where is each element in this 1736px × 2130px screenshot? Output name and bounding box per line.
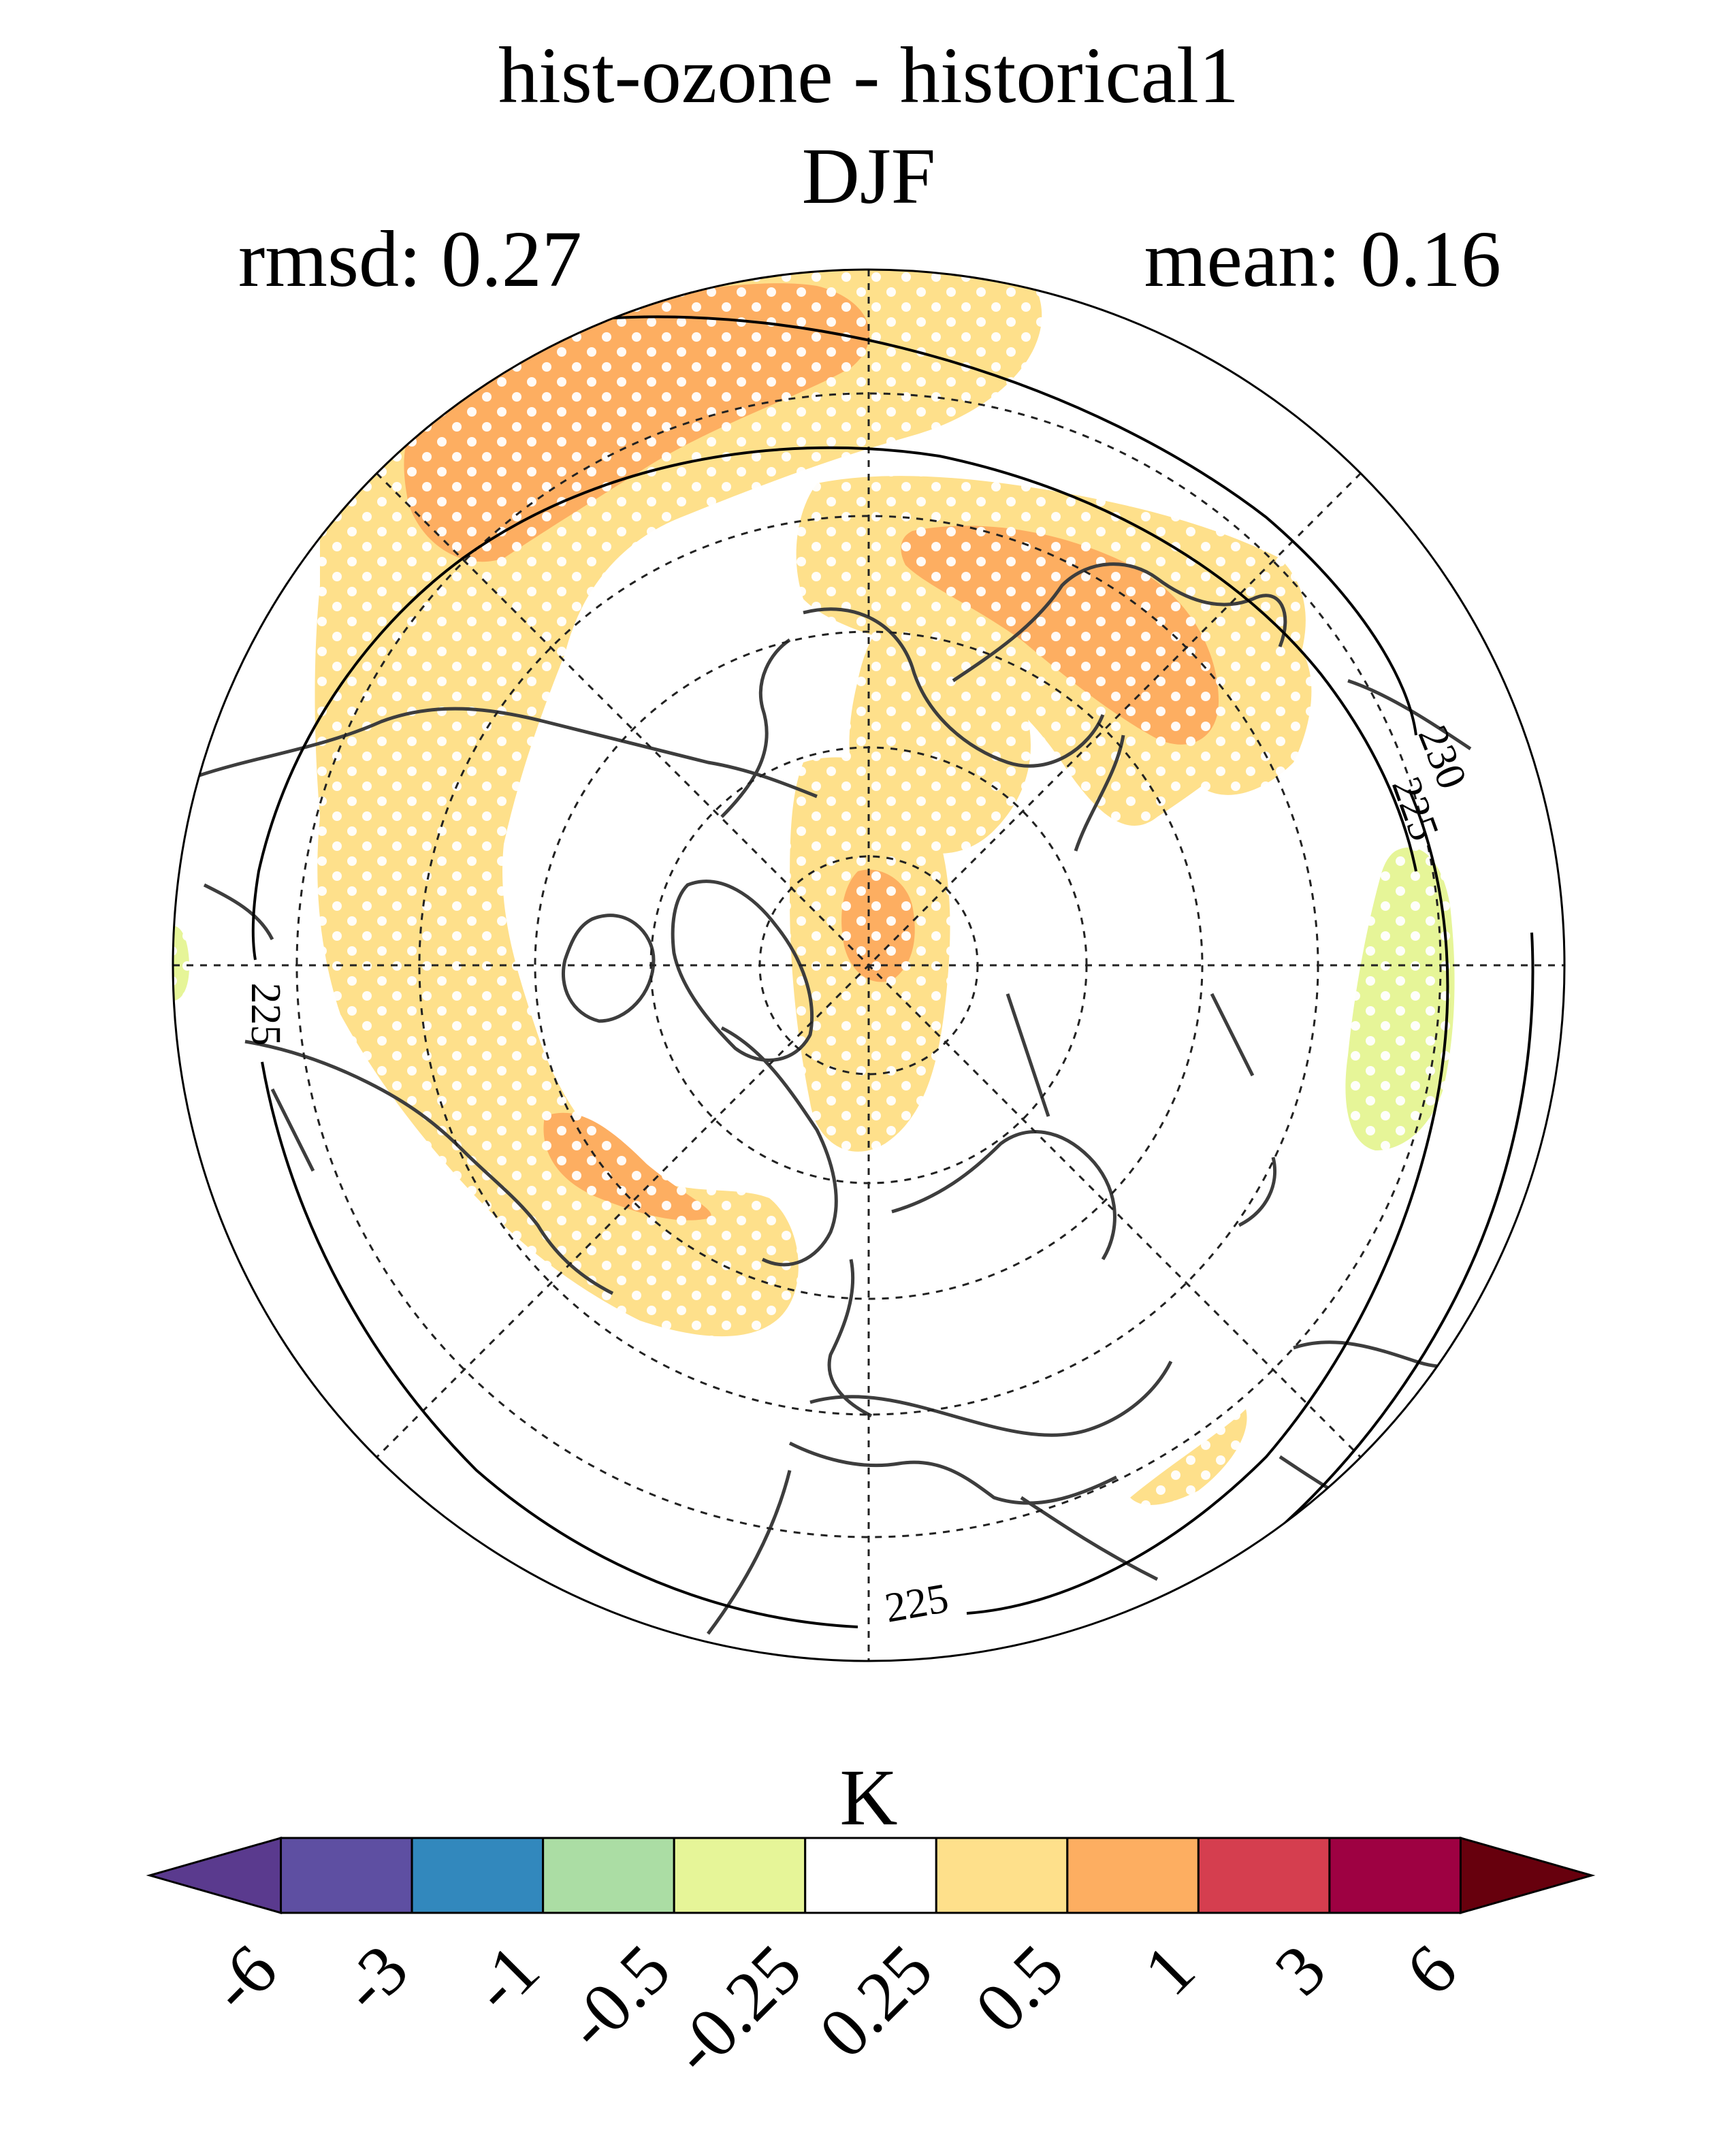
colorbar-tick-label: 6	[1392, 1930, 1472, 2010]
rmsd-label: rmsd: 0.27	[238, 214, 582, 304]
colorbar-segment	[673, 1837, 807, 1914]
title-line-2: DJF	[802, 131, 936, 221]
colorbar-unit: K	[839, 1753, 897, 1842]
contour-225-west	[261, 1061, 858, 1628]
contour-230	[585, 315, 1417, 736]
colorbar-tick-label: 3	[1260, 1930, 1340, 2010]
colorbar-tick-label: -0.5	[551, 1930, 686, 2065]
contour-225-outer	[966, 789, 1449, 1615]
colorbar-extend-min	[146, 1837, 283, 1914]
colorbar-tick-label: -1	[457, 1930, 554, 2027]
colorbar-tick-label: -3	[326, 1930, 423, 2027]
colorbar-segment	[1066, 1837, 1200, 1914]
colorbar-segment	[280, 1837, 413, 1914]
anomaly-shading	[173, 270, 1564, 1661]
title-line-1: hist-ozone - historical1	[498, 31, 1239, 120]
colorbar-ticks: -6 -3 -1-0.5-0.250.25 0.5 1 3 6	[195, 1930, 1471, 2090]
colorbar-segment	[935, 1837, 1069, 1914]
colorbar-tick-label: -0.25	[656, 1930, 816, 2090]
colorbar-segment	[1328, 1837, 1462, 1914]
colorbar-segment	[411, 1837, 545, 1914]
colorbar-segment	[804, 1837, 937, 1914]
climatology-contours	[251, 315, 1534, 1628]
contour-225-inner	[251, 446, 1417, 961]
colorbar-tick-label: 0.25	[805, 1930, 948, 2073]
graticule	[173, 270, 1564, 1661]
mean-label: mean: 0.16	[1144, 214, 1501, 304]
colorbar-segments	[146, 1837, 1596, 1914]
contour-label-225-south: 225	[882, 1575, 952, 1632]
colorbar-tick-label: 0.5	[961, 1930, 1078, 2048]
colorbar-extend-max	[1459, 1837, 1596, 1914]
colorbar-tick-label: -6	[195, 1930, 292, 2027]
colorbar-segment	[542, 1837, 675, 1914]
colorbar-segment	[1197, 1837, 1331, 1914]
map-border	[172, 268, 1566, 1662]
colorbar-tick-label: 1	[1129, 1930, 1210, 2010]
contour-label-225-west: 225	[242, 983, 289, 1046]
colorbar: K -6 -3 -1-0.5-0.250.25 0.5 1 3 6	[146, 1753, 1596, 2090]
polar-map: 230 225 225 225	[172, 268, 1566, 1662]
